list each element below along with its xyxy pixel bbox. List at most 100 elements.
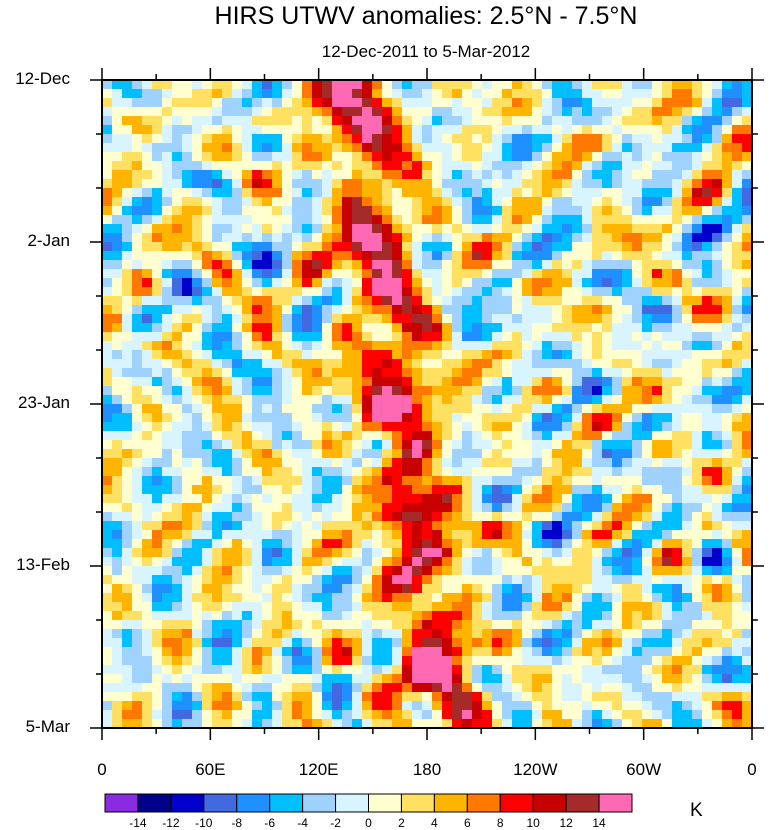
heatmap-cell — [642, 260, 653, 270]
heatmap-cell — [582, 80, 593, 90]
heatmap-cell — [292, 602, 303, 612]
heatmap-cell — [572, 215, 583, 225]
heatmap-cell — [232, 476, 243, 486]
heatmap-cell — [502, 143, 513, 153]
heatmap-cell — [672, 305, 683, 315]
heatmap-cell — [392, 296, 403, 306]
heatmap-cell — [242, 665, 253, 675]
heatmap-cell — [432, 548, 443, 558]
heatmap-cell — [202, 656, 213, 666]
heatmap-cell — [202, 296, 213, 306]
heatmap-cell — [722, 503, 733, 513]
heatmap-cell — [562, 512, 573, 522]
heatmap-cell — [732, 494, 743, 504]
heatmap-cell — [512, 377, 523, 387]
heatmap-cell — [602, 143, 613, 153]
heatmap-cell — [252, 701, 263, 711]
heatmap-cell — [362, 98, 373, 108]
heatmap-cell — [492, 638, 503, 648]
heatmap-cell — [422, 629, 433, 639]
heatmap-cell — [652, 665, 663, 675]
heatmap-cell — [452, 305, 463, 315]
heatmap-cell — [702, 323, 713, 333]
heatmap-cell — [182, 566, 193, 576]
heatmap-cell — [432, 593, 443, 603]
heatmap-cell — [142, 701, 153, 711]
heatmap-cell — [322, 224, 333, 234]
heatmap-cell — [582, 314, 593, 324]
heatmap-cell — [212, 278, 223, 288]
heatmap-cell — [582, 224, 593, 234]
heatmap-cell — [642, 233, 653, 243]
heatmap-cell — [232, 368, 243, 378]
heatmap-cell — [432, 665, 443, 675]
heatmap-cell — [392, 566, 403, 576]
heatmap-cell — [472, 449, 483, 459]
heatmap-cell — [682, 458, 693, 468]
heatmap-cell — [432, 215, 443, 225]
heatmap-cell — [182, 458, 193, 468]
heatmap-cell — [602, 233, 613, 243]
heatmap-cell — [472, 170, 483, 180]
heatmap-cell — [662, 188, 673, 198]
heatmap-cell — [262, 503, 273, 513]
heatmap-cell — [522, 458, 533, 468]
heatmap-cell — [132, 233, 143, 243]
heatmap-cell — [272, 404, 283, 414]
heatmap-cell — [252, 665, 263, 675]
heatmap-cell — [692, 584, 703, 594]
heatmap-cell — [502, 215, 513, 225]
heatmap-cell — [372, 107, 383, 117]
heatmap-cell — [702, 215, 713, 225]
heatmap-cell — [542, 512, 553, 522]
heatmap-cell — [602, 557, 613, 567]
heatmap-cell — [212, 494, 223, 504]
heatmap-cell — [382, 98, 393, 108]
heatmap-cell — [352, 656, 363, 666]
heatmap-cell — [242, 683, 253, 693]
heatmap-cell — [502, 674, 513, 684]
heatmap-cell — [352, 251, 363, 261]
heatmap-cell — [222, 530, 233, 540]
heatmap-cell — [492, 206, 503, 216]
heatmap-cell — [212, 251, 223, 261]
heatmap-cell — [312, 89, 323, 99]
heatmap-cell — [102, 422, 113, 432]
heatmap-cell — [312, 674, 323, 684]
heatmap-cell — [312, 350, 323, 360]
heatmap-cell — [162, 107, 173, 117]
heatmap-cell — [642, 314, 653, 324]
heatmap-cell — [722, 638, 733, 648]
heatmap-cell — [422, 512, 433, 522]
heatmap-cell — [262, 701, 273, 711]
heatmap-cell — [112, 593, 123, 603]
heatmap-cell — [562, 431, 573, 441]
heatmap-cell — [102, 647, 113, 657]
heatmap-cell — [302, 368, 313, 378]
heatmap-cell — [532, 251, 543, 261]
heatmap-cell — [142, 368, 153, 378]
heatmap-cell — [312, 386, 323, 396]
heatmap-cell — [172, 476, 183, 486]
heatmap-cell — [332, 197, 343, 207]
heatmap-cell — [562, 683, 573, 693]
heatmap-cell — [352, 584, 363, 594]
heatmap-cell — [492, 341, 503, 351]
heatmap-cell — [172, 179, 183, 189]
heatmap-cell — [562, 188, 573, 198]
heatmap-cell — [472, 701, 483, 711]
heatmap-cell — [462, 440, 473, 450]
heatmap-cell — [712, 224, 723, 234]
heatmap-cell — [742, 107, 753, 117]
heatmap-cell — [312, 269, 323, 279]
heatmap-cell — [592, 341, 603, 351]
heatmap-cell — [182, 521, 193, 531]
heatmap-cell — [392, 503, 403, 513]
heatmap-cell — [452, 548, 463, 558]
heatmap-cell — [612, 98, 623, 108]
heatmap-cell — [372, 467, 383, 477]
heatmap-cell — [402, 107, 413, 117]
heatmap-cell — [532, 179, 543, 189]
heatmap-cell — [102, 179, 113, 189]
heatmap-cell — [712, 395, 723, 405]
